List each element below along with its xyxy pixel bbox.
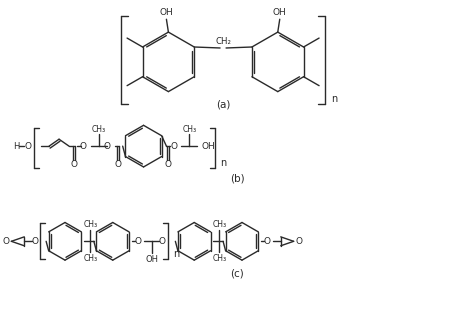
Text: CH₃: CH₃: [213, 220, 227, 229]
Text: O: O: [3, 237, 10, 246]
Text: CH₃: CH₃: [92, 125, 106, 134]
Text: CH₃: CH₃: [182, 125, 196, 134]
Text: CH₃: CH₃: [84, 254, 98, 263]
Text: O: O: [114, 160, 121, 169]
Text: (c): (c): [230, 268, 244, 278]
Text: OH: OH: [145, 255, 158, 264]
Text: O: O: [165, 160, 172, 169]
Text: H: H: [13, 142, 20, 151]
Text: O: O: [171, 142, 178, 151]
Text: CH₃: CH₃: [84, 220, 98, 229]
Text: O: O: [264, 237, 270, 246]
Text: O: O: [25, 142, 32, 151]
Text: O: O: [103, 142, 110, 151]
Text: (a): (a): [216, 99, 230, 110]
Text: O: O: [80, 142, 86, 151]
Text: n: n: [220, 158, 226, 168]
Text: O: O: [32, 237, 39, 246]
Text: O: O: [295, 237, 302, 246]
Text: OH: OH: [273, 8, 287, 17]
Text: (b): (b): [230, 174, 244, 184]
Text: CH₃: CH₃: [213, 254, 227, 263]
Text: CH₂: CH₂: [215, 37, 231, 46]
Text: n: n: [331, 94, 337, 104]
Text: OH: OH: [160, 8, 173, 17]
Text: O: O: [134, 237, 141, 246]
Text: n: n: [173, 249, 180, 259]
Text: O: O: [71, 160, 77, 169]
Text: O: O: [159, 237, 166, 246]
Text: OH: OH: [201, 142, 215, 151]
